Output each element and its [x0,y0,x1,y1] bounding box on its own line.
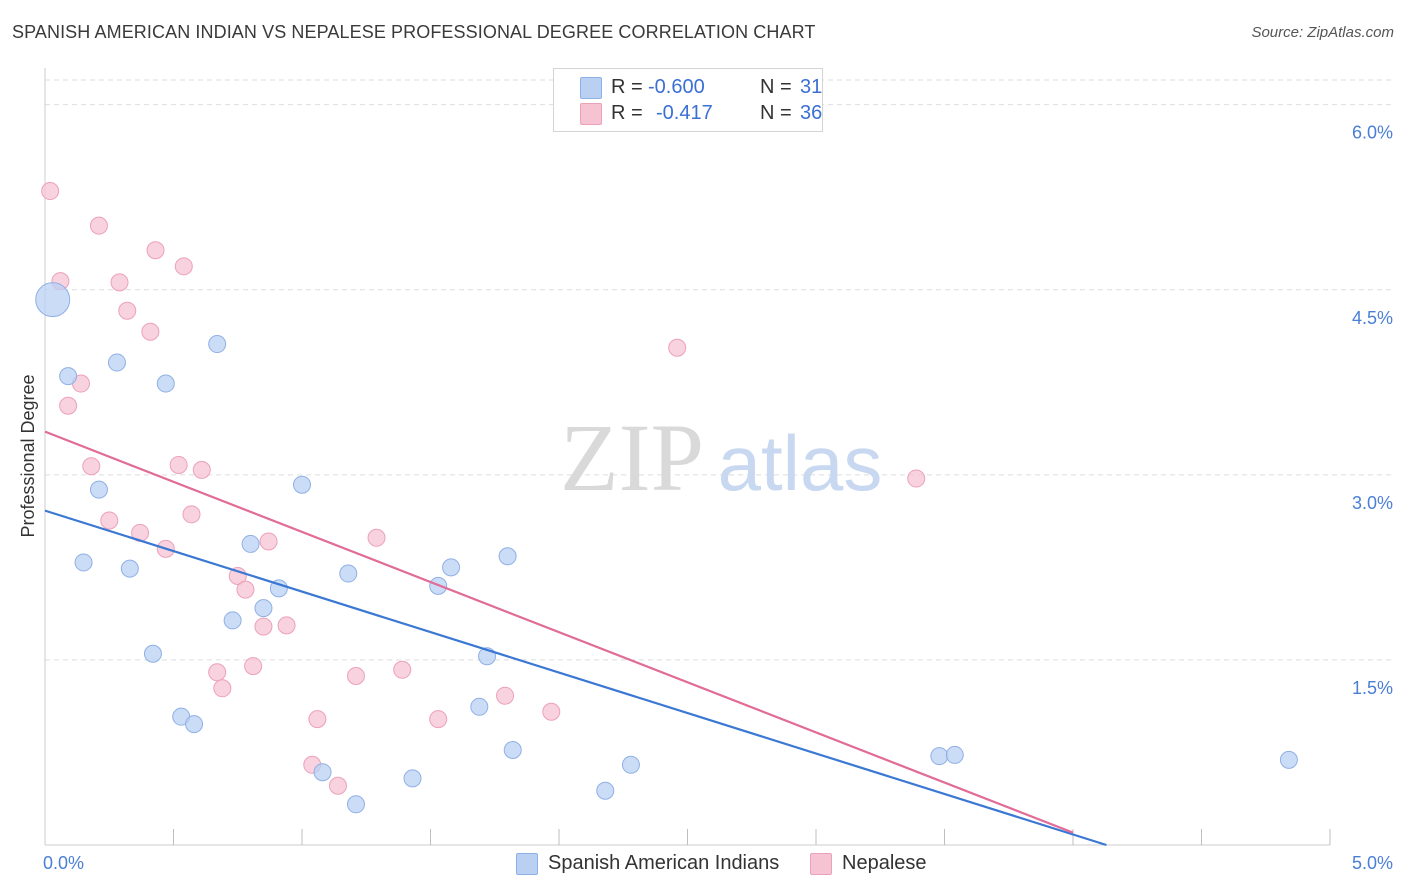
spanish-american-indians-point [241,534,260,553]
spanish-american-indians-point [503,740,522,759]
nepalese-trendline [44,430,1074,834]
spanish-american-indians-point [498,547,517,566]
nepalese-point [82,457,101,476]
spanish-american-indians-point [596,781,615,800]
watermark-zip: ZIP [560,404,704,511]
spanish-american-indians-point [1279,750,1298,769]
spanish-american-indians-point [208,335,227,354]
spanish-american-indians-point [313,763,332,782]
nepalese-point [146,241,165,260]
nepalese-point [367,528,386,547]
y-tick-label: 6.0% [1352,123,1393,143]
nepalese-point [393,660,412,679]
spanish-american-indians-point [223,611,242,630]
spanish-american-indians-point [89,480,108,499]
n-label: N = [760,76,792,98]
y-axis-label: Professional Degree [18,374,38,537]
spanish-american-indians-point [107,353,126,372]
nepalese-point [169,455,188,474]
nepalese-point [496,686,515,705]
blue-swatch-icon [516,853,538,875]
nepalese-point [254,617,273,636]
spanish-american-indians-point [621,755,640,774]
pink-swatch-icon [810,853,832,875]
spanish-american-indians-trendline [44,509,1107,847]
spanish-american-indians-point [120,559,139,578]
chart-title: SPANISH AMERICAN INDIAN VS NEPALESE PROF… [12,22,816,42]
watermark-atlas: atlas [718,419,883,507]
spanish-american-indians-point [254,599,273,618]
nepalese-point [59,396,78,415]
r-value: -0.600 [648,76,705,98]
n-label: N = [760,102,792,124]
nepalese-point [277,616,296,635]
legend-label: Nepalese [842,852,927,874]
nepalese-point [542,702,561,721]
spanish-american-indians-point [339,564,358,583]
nepalese-point [429,710,448,729]
source-note: Source: ZipAtlas.com [1251,24,1394,41]
n-value: 36 [800,102,823,124]
r-value: -0.417 [656,102,713,124]
nepalese-point [259,532,278,551]
nepalese-point [110,273,129,292]
pink-swatch-icon [580,103,602,125]
spanish-american-indians-point [403,769,422,788]
y-tick-label: 3.0% [1352,493,1393,513]
nepalese-point [100,511,119,530]
x-tick-label: 5.0% [1352,853,1393,873]
nepalese-point [118,301,137,320]
nepalese-point [41,182,60,201]
spanish-american-indians-point [470,697,489,716]
spanish-american-indians-point [930,747,949,766]
r-label: R = [611,102,643,124]
spanish-american-indians-point [442,558,461,577]
nepalese-point [328,776,347,795]
blue-swatch-icon [580,77,602,99]
n-value: 31 [800,76,823,98]
nepalese-point [192,460,211,479]
nepalese-point [208,663,227,682]
nepalese-point [236,580,255,599]
correlation-legend: R = -0.600 N = 31 R = -0.417 N = 36 [553,68,823,132]
nepalese-point [182,505,201,524]
spanish-american-indians-point [74,553,93,572]
nepalese-point [668,338,687,357]
legend-label: Spanish American Indians [548,852,780,874]
nepalese-point [174,257,193,276]
nepalese-point [907,469,926,488]
nepalese-point [244,657,263,676]
spanish-american-indians-point [293,475,311,494]
nepalese-point [308,710,327,729]
spanish-american-indians-point [185,715,204,734]
spanish-american-indians-point [346,795,365,814]
r-label: R = [611,76,643,98]
spanish-american-indians-point [945,745,964,764]
spanish-american-indians-point [143,644,162,663]
spanish-american-indians-point [156,374,175,393]
spanish-american-indians-point [35,282,71,318]
spanish-american-indians-point [59,367,78,386]
nepalese-point [141,322,160,341]
nepalese-point [213,679,232,698]
y-tick-label: 1.5% [1352,678,1393,698]
x-tick-label: 0.0% [43,853,84,873]
nepalese-point [89,216,108,235]
y-tick-label: 4.5% [1352,308,1393,328]
nepalese-point [346,666,365,685]
